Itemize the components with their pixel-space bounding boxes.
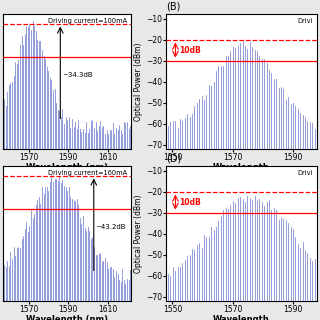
Text: (D): (D) [166,153,182,163]
X-axis label: Wavelength: Wavelength [213,163,270,172]
Text: 10dB: 10dB [179,197,201,207]
Text: ~43.2dB: ~43.2dB [95,225,126,230]
X-axis label: Wavelength: Wavelength [213,315,270,320]
Text: Driving current=160mA: Driving current=160mA [48,171,127,176]
Text: Drivi: Drivi [297,19,312,24]
Text: (B): (B) [166,1,181,11]
Text: Drivi: Drivi [297,171,312,176]
Y-axis label: Optical Power (dBm): Optical Power (dBm) [134,194,143,273]
Text: ~34.3dB: ~34.3dB [62,73,92,78]
Y-axis label: Optical Power (dBm): Optical Power (dBm) [134,42,143,121]
Text: Driving current=100mA: Driving current=100mA [48,19,127,24]
X-axis label: Wavelength (nm): Wavelength (nm) [26,163,108,172]
Text: 10dB: 10dB [179,45,201,55]
X-axis label: Wavelength (nm): Wavelength (nm) [26,315,108,320]
